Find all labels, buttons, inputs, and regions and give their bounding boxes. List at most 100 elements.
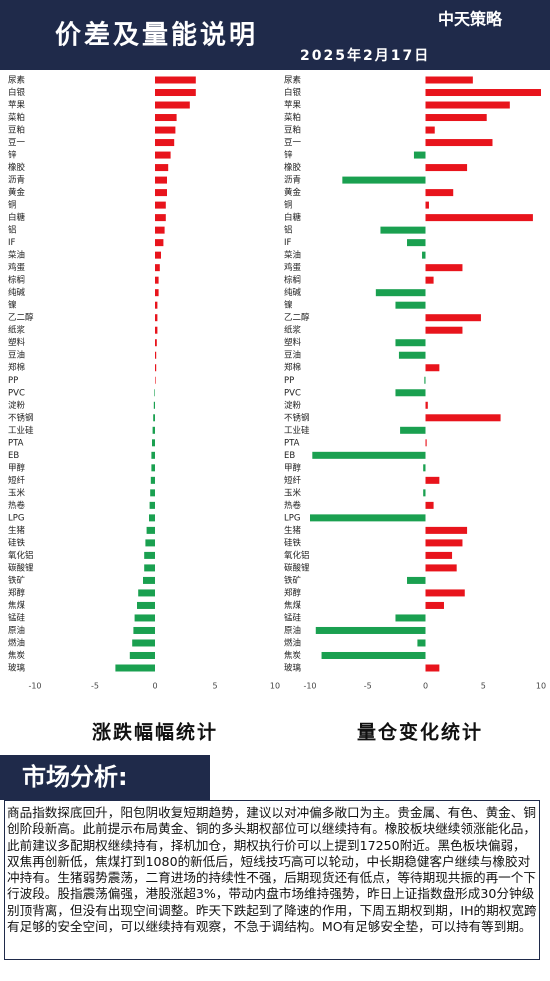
category-label: 硅铁 xyxy=(284,537,302,548)
bar xyxy=(423,489,426,497)
bar xyxy=(155,376,156,384)
bar xyxy=(425,139,493,147)
bar xyxy=(424,376,426,384)
category-label: 短纤 xyxy=(284,475,302,486)
x-tick-label: 5 xyxy=(481,682,486,691)
category-label: 焦炭 xyxy=(8,650,26,661)
bar xyxy=(155,114,177,122)
category-label: 不锈钢 xyxy=(8,412,34,423)
category-label: 铜 xyxy=(284,200,293,211)
bar xyxy=(152,439,155,447)
bar xyxy=(144,564,155,572)
x-tick-label: -10 xyxy=(28,682,41,691)
category-label: 原油 xyxy=(8,625,25,636)
x-tick-label: 0 xyxy=(423,682,428,691)
category-label: 铁矿 xyxy=(284,575,302,586)
category-label: 硅铁 xyxy=(8,537,26,548)
category-label: 菜粕 xyxy=(284,112,301,123)
bar xyxy=(155,239,164,247)
bar xyxy=(150,489,155,497)
bar xyxy=(154,389,155,397)
bar xyxy=(144,551,155,559)
category-label: 苹果 xyxy=(8,100,26,111)
category-label: EB xyxy=(8,451,19,461)
category-label: 工业硅 xyxy=(284,425,310,436)
bar xyxy=(425,526,468,534)
bar xyxy=(132,639,155,647)
bar xyxy=(155,126,176,134)
category-label: 纸浆 xyxy=(8,325,26,336)
bar xyxy=(146,526,155,534)
category-label: 铝 xyxy=(284,225,293,236)
bar xyxy=(155,139,175,147)
chart: 价差及量能说明 2025年2月17日 中天策略 市场分析: 尿素白银苹果菜粕豆粕… xyxy=(0,0,550,800)
bar xyxy=(155,101,190,109)
bar xyxy=(149,514,155,522)
category-label: 铜 xyxy=(8,200,17,211)
bar xyxy=(151,451,155,459)
page-title: 价差及量能说明 xyxy=(55,20,258,51)
bar xyxy=(321,651,426,659)
bar xyxy=(342,176,426,184)
category-label: 豆油 xyxy=(284,350,301,361)
category-label: 短纤 xyxy=(8,475,26,486)
category-label: 纸浆 xyxy=(284,325,302,336)
category-label: 郑棉 xyxy=(8,362,25,373)
bar xyxy=(315,626,426,634)
category-label: 工业硅 xyxy=(8,425,34,436)
logo: 中天策略 xyxy=(438,10,503,29)
chart-title: 涨跌幅幅统计 xyxy=(92,721,218,744)
bar xyxy=(425,126,435,134)
bar xyxy=(155,351,157,359)
bar xyxy=(153,401,155,409)
category-label: 棕榈 xyxy=(8,275,25,286)
category-label: 苹果 xyxy=(284,100,302,111)
x-tick-label: -5 xyxy=(364,682,372,691)
bar xyxy=(137,601,155,609)
category-label: 热卷 xyxy=(8,500,26,511)
category-label: 氧化铝 xyxy=(284,550,310,561)
bar xyxy=(425,89,541,97)
bar xyxy=(407,239,426,247)
category-label: IF xyxy=(284,238,292,248)
bar xyxy=(155,314,158,322)
category-label: 燃油 xyxy=(284,637,301,648)
bar xyxy=(413,151,426,159)
category-label: 铁矿 xyxy=(8,575,26,586)
category-label: 尿素 xyxy=(284,75,302,86)
bar xyxy=(312,451,426,459)
category-label: PVC xyxy=(284,388,301,398)
category-label: 锰硅 xyxy=(284,612,302,623)
category-label: 鸡蛋 xyxy=(284,262,302,273)
category-label: PTA xyxy=(8,438,24,448)
category-label: 豆一 xyxy=(284,138,302,148)
category-label: 白糖 xyxy=(8,212,26,223)
bar xyxy=(425,264,463,272)
category-label: 氧化铝 xyxy=(8,550,34,561)
category-label: 菜油 xyxy=(8,250,25,261)
category-label: 玉米 xyxy=(8,487,26,498)
bar xyxy=(145,539,155,547)
bar xyxy=(425,164,468,172)
bar xyxy=(425,439,427,447)
category-label: 黄金 xyxy=(284,187,302,198)
analysis-body: 商品指数探底回升，阳包阴收复短期趋势，建议以对冲偏多敞口为主。贵金属、有色、黄金… xyxy=(4,800,540,960)
bar xyxy=(133,626,155,634)
bar xyxy=(143,576,155,584)
bar xyxy=(425,401,428,409)
category-label: 沥青 xyxy=(284,175,301,186)
category-label: 铝 xyxy=(8,225,17,236)
bar xyxy=(425,276,434,284)
category-label: 白银 xyxy=(8,87,26,98)
bar xyxy=(155,339,157,347)
section-band xyxy=(0,755,210,800)
category-label: 郑醇 xyxy=(284,587,302,598)
bar xyxy=(425,564,457,572)
category-label: LPG xyxy=(284,513,300,523)
category-label: 尿素 xyxy=(8,75,26,86)
category-label: 玻璃 xyxy=(8,663,26,674)
bar xyxy=(155,276,159,284)
bar xyxy=(155,226,165,234)
category-label: 甲醇 xyxy=(8,462,26,473)
x-tick-label: 10 xyxy=(270,682,280,691)
